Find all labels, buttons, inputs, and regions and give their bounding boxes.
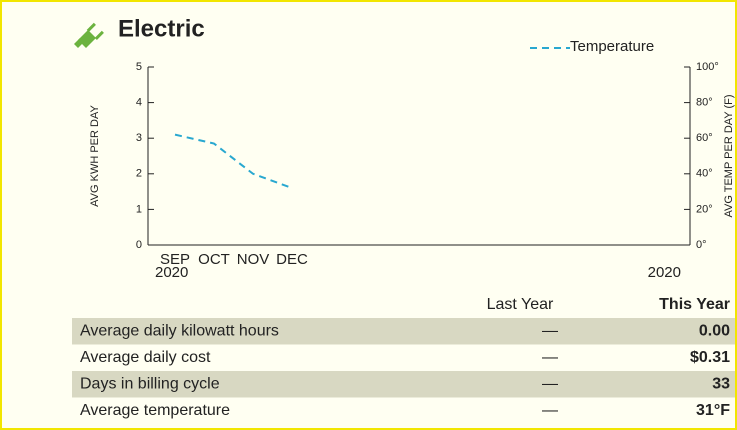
last-year-value: — [542,376,558,393]
this-year-value: $0.31 [690,349,730,366]
y-tick-label: 0 [136,239,142,251]
row-band [72,318,735,345]
row-band [72,371,735,398]
this-year-value: 31°F [696,402,730,419]
column-header: This Year [659,296,730,313]
y2-tick-label: 0° [696,239,707,251]
y-axis-label: AVG KWH PER DAY [89,105,101,207]
last-year-value: — [542,349,558,366]
this-year-value: 0.00 [699,323,730,340]
row-label: Average daily kilowatt hours [80,323,279,340]
x-year-label: 2020 [155,264,188,281]
x-tick-label: SEP [160,251,190,268]
temperature-line [174,133,293,189]
last-year-value: — [542,323,558,340]
y2-axis-label: AVG TEMP PER DAY (F) [723,94,735,217]
y2-tick-label: 80° [696,97,713,109]
x-tick-label: NOV [237,251,270,268]
y2-tick-label: 60° [696,132,713,144]
y-tick-label: 1 [136,203,142,215]
x-tick-label: OCT [198,251,230,268]
x-year-label: 2020 [648,264,681,281]
y-tick-label: 4 [136,97,142,109]
last-year-value: — [542,402,558,419]
y-tick-label: 5 [136,61,142,73]
column-header: Last Year [487,296,554,313]
row-label: Average temperature [80,402,230,419]
plug-icon [74,22,104,48]
section-title: Electric [118,15,205,42]
y-tick-label: 3 [136,132,142,144]
y2-tick-label: 40° [696,168,713,180]
y2-tick-label: 100° [696,61,719,73]
this-year-value: 33 [712,376,730,393]
row-label: Days in billing cycle [80,376,220,393]
x-tick-label: DEC [276,251,308,268]
y2-tick-label: 20° [696,203,713,215]
legend-label: Temperature [570,38,654,55]
y-tick-label: 2 [136,168,142,180]
row-label: Average daily cost [80,349,211,366]
